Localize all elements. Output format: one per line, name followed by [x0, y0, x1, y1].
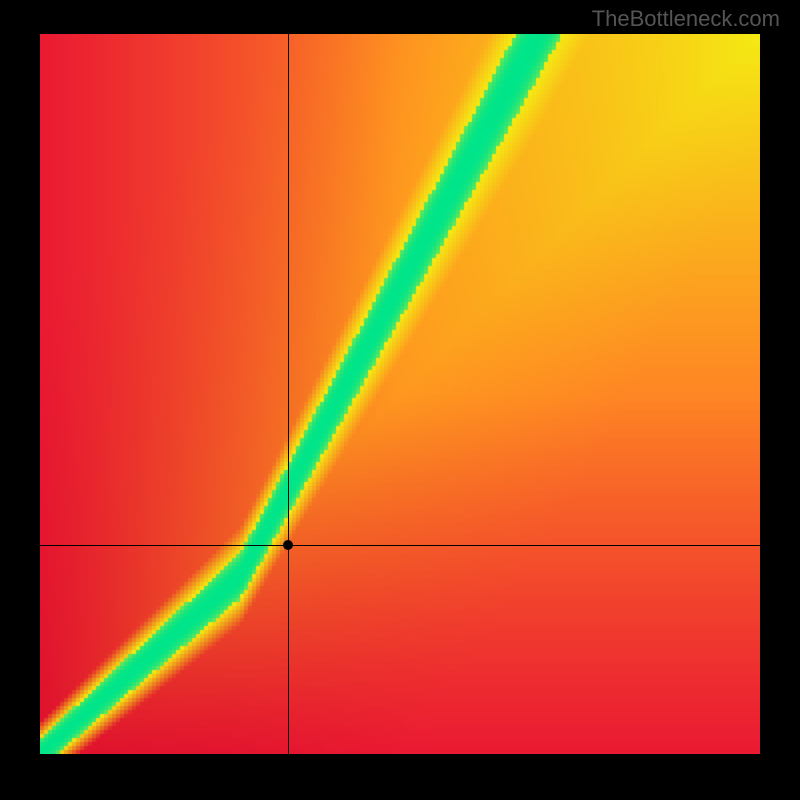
- plot-area: [40, 34, 760, 754]
- watermark-text: TheBottleneck.com: [592, 6, 780, 32]
- heatmap-canvas: [40, 34, 760, 754]
- marker-dot: [283, 540, 293, 550]
- chart-container: TheBottleneck.com: [0, 0, 800, 800]
- crosshair-vertical: [288, 34, 289, 754]
- crosshair-horizontal: [40, 545, 760, 546]
